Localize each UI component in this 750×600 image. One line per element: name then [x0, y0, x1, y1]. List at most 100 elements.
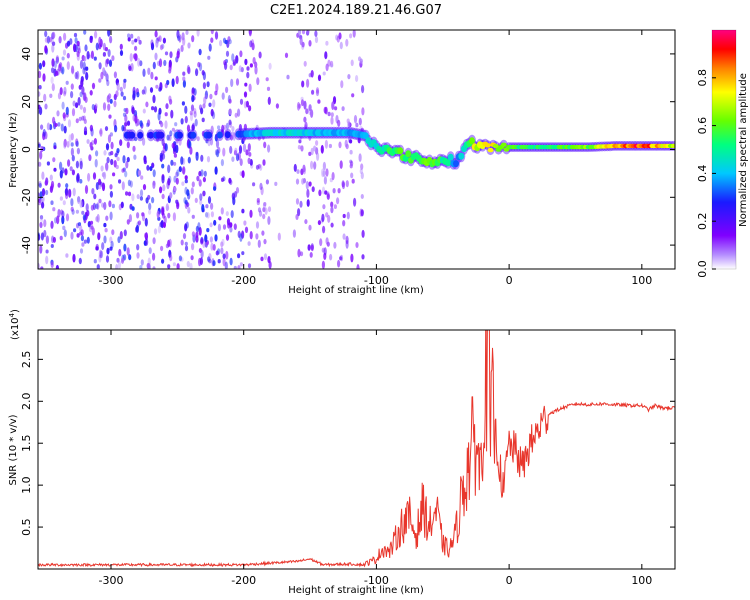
spectrogram-noise-cell: [337, 188, 341, 194]
spectrogram-noise-cell: [303, 60, 307, 67]
spectrogram-noise-cell: [213, 219, 217, 226]
spectrogram-noise-cell: [168, 95, 172, 102]
spectrogram-noise-cell: [310, 147, 314, 156]
spectrogram-noise-cell: [229, 226, 233, 233]
spectrogram-noise-cell: [339, 41, 343, 50]
spectrogram-noise-cell: [232, 59, 237, 66]
spectrogram-noise-cell: [210, 108, 214, 117]
spectrogram-noise-cell: [108, 200, 112, 208]
spectrogram-noise-cell: [206, 81, 210, 88]
spectrogram-noise-cell: [203, 96, 207, 105]
spectrogram-noise-cell: [347, 121, 351, 129]
spectrogram-noise-cell: [220, 241, 224, 248]
spectrogram-noise-cell: [158, 35, 162, 43]
spectrogram-noise-cell: [304, 121, 308, 130]
spectrogram-noise-cell: [161, 163, 165, 169]
spectrogram-noise-cell: [334, 106, 338, 111]
spectrogram-noise-cell: [318, 189, 322, 197]
spectrogram-noise-cell: [322, 71, 326, 76]
spectrogram-noise-cell: [111, 55, 115, 62]
spectrogram-noise-cell: [212, 244, 216, 251]
spectrogram-noise-cell: [228, 177, 232, 184]
spectrogram-noise-cell: [107, 49, 111, 57]
spectrogram-noise-cell: [76, 70, 80, 80]
spectrogram-noise-cell: [339, 256, 343, 261]
spectrogram-noise-cell: [126, 219, 130, 225]
spectrogram-noise-cell: [152, 61, 156, 70]
spectrogram-noise-cell: [50, 200, 54, 205]
spectrogram-noise-cell: [136, 252, 140, 259]
spectrogram-noise-cell: [98, 62, 102, 70]
snr-panel: -300 -200 -100 0 100 2.5 2.0 1.5 1.0 0.5 Height …: [8, 309, 676, 596]
spectrogram-noise-cell: [175, 171, 179, 178]
spectrogram-noise-cell: [122, 95, 127, 101]
spectrogram-noise-cell: [239, 50, 243, 58]
spectrogram-noise-cell: [349, 149, 353, 155]
spectrogram-noise-cell: [327, 111, 331, 117]
spectrogram-noise-cell: [197, 61, 201, 68]
spectrogram-noise-cell: [106, 247, 110, 255]
spectrogram-noise-cell: [349, 159, 353, 164]
spectrogram-noise-cell: [335, 34, 339, 41]
spectrogram-noise-cell: [222, 224, 227, 230]
spectrogram-noise-cell: [112, 172, 116, 177]
spectrogram-noise-cell: [209, 137, 214, 146]
spectrogram-noise-cell: [191, 122, 196, 131]
spectrogram-noise-cell: [324, 190, 328, 195]
spectrogram-noise-cell: [90, 204, 94, 211]
spectrogram-noise-cell: [244, 226, 249, 233]
spectrogram-noise-cell: [242, 143, 247, 153]
spectrogram-noise-cell: [101, 182, 106, 192]
spectrogram-noise-cell: [109, 236, 113, 244]
spectrogram-noise-cell: [158, 87, 162, 92]
spectrogram-noise-cell: [351, 178, 355, 184]
spectrogram-noise-cell: [45, 249, 49, 254]
spectrogram-noise-cell: [50, 76, 54, 84]
spectrogram-noise-cell: [49, 174, 53, 181]
spectrogram-noise-cell: [77, 195, 81, 205]
spectrogram-noise-cell: [233, 265, 237, 269]
spectrogram-noise-cell: [156, 210, 160, 219]
spectrogram-noise-cell: [209, 236, 213, 243]
spectrogram-noise-cell: [210, 202, 214, 210]
spectrogram-noise-cell: [166, 180, 170, 190]
spectrogram-noise-cell: [142, 137, 146, 146]
spectrogram-noise-cell: [111, 203, 115, 209]
spectrogram-noise-cell: [52, 207, 56, 212]
spectrogram-noise-cell: [238, 65, 242, 73]
spectrogram-noise-cell: [82, 214, 86, 221]
spectrogram-noise-cell: [82, 61, 86, 71]
spectrogram-noise-cell: [162, 222, 166, 228]
spectrogram-noise-cell: [45, 235, 50, 244]
colorbar-tick-label: 0.8: [696, 69, 709, 87]
spectrogram-noise-cell: [204, 90, 208, 100]
spectrogram-noise-cell: [331, 101, 335, 110]
spectrogram-noise-cell: [311, 186, 315, 193]
spectrogram-noise-cell: [193, 111, 197, 118]
spectrogram-noise-cell: [57, 208, 61, 218]
spectrogram-noise-cell: [166, 206, 170, 211]
spectrogram-noise-cell: [349, 33, 353, 39]
spectrogram-noise-cell: [71, 209, 75, 215]
spectrogram-noise-cell: [175, 199, 179, 204]
x-tick-label: -100: [364, 574, 389, 587]
snr-frame: [37, 329, 676, 570]
spectrogram-noise-cell: [171, 78, 175, 88]
spectrogram-noise-cell: [244, 58, 248, 66]
spectrogram-noise-cell: [98, 249, 102, 259]
spectrogram-noise-cell: [208, 102, 212, 108]
spectrogram-noise-cell: [240, 67, 244, 73]
spectrogram-noise-cell: [106, 79, 110, 87]
spectrogram-noise-cell: [131, 206, 135, 211]
spectrogram-noise-cell: [72, 253, 76, 263]
spectrogram-noise-cell: [221, 238, 225, 247]
spectrogram-noise-cell: [56, 215, 60, 225]
spectrogram-noise-cell: [233, 191, 238, 198]
spectrogram-noise-cell: [71, 108, 76, 117]
spectrogram-noise-cell: [191, 35, 195, 43]
spectrogram-noise-cell: [178, 137, 182, 146]
spectrogram-noise-cell: [205, 212, 209, 218]
spectrogram-noise-cell: [214, 166, 218, 175]
spectrogram-noise-cell: [233, 150, 238, 156]
spectrogram-noise-cell: [306, 188, 310, 198]
